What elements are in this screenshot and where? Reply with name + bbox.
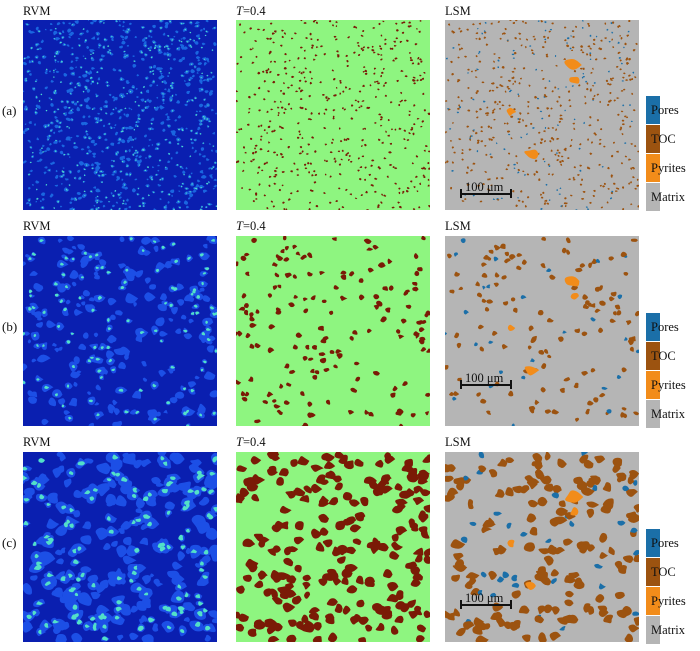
row-label-c: (c) [2,535,17,550]
scalebar-c: 100 μm [460,591,512,613]
threshold-symbol: T [236,435,243,449]
rvm-header-b: RVM [23,219,51,233]
threshold-value: =0.4 [242,435,266,449]
lsm-header-b: LSM [445,219,471,233]
threshold-header-a: T=0.4 [236,4,266,18]
threshold-image-a [236,20,430,210]
legend-swatch-toc [646,558,660,586]
texture-layer [23,452,217,642]
lsm-image-c [445,452,639,642]
legend-swatch-matrix [646,183,660,211]
legend-label-pyrites: Pyrites [651,378,686,392]
threshold-symbol: T [236,219,243,233]
scalebar-line [460,384,512,386]
scalebar-b: 100 μm [460,371,512,393]
threshold-value: =0.4 [242,4,266,18]
legend-swatch-toc [646,342,660,370]
lsm-image-b [445,236,639,426]
legend-label-matrix: Matrix [651,407,686,421]
rvm-image-a [23,20,217,210]
legend-label-pores: Pores [651,103,679,117]
legend-label-pores: Pores [651,320,679,334]
legend-label-pyrites: Pyrites [651,161,686,175]
lsm-header-a: LSM [445,4,471,18]
threshold-map-c [236,452,430,642]
scalebar-tick-right [510,189,512,198]
legend-label-toc: TOC [651,565,676,579]
threshold-image-c [236,452,430,642]
legend-swatch-toc [646,125,660,153]
scalebar-label: 100 μm [465,371,504,385]
legend-swatch-matrix [646,400,660,428]
texture-layer [445,20,639,210]
rvm-map-b [23,236,217,426]
legend-b: Pores TOC Pyrites Matrix [646,313,700,429]
rvm-map-c [23,452,217,642]
legend-a: Pores TOC Pyrites Matrix [646,96,700,212]
legend-label-matrix: Matrix [651,190,686,204]
texture-layer [236,236,430,426]
rvm-header-c: RVM [23,435,51,449]
lsm-map-b [445,236,639,426]
threshold-map-b [236,236,430,426]
legend-swatch-pores [646,96,660,124]
threshold-image-b [236,236,430,426]
threshold-header-c: T=0.4 [236,435,266,449]
legend-swatch-pyrites [646,154,660,182]
scalebar-line [460,193,512,195]
legend-swatch-pores [646,529,660,557]
legend-c: Pores TOC Pyrites Matrix [646,529,700,645]
lsm-map-a [445,20,639,210]
scalebar-label: 100 μm [465,591,504,605]
rvm-image-c [23,452,217,642]
legend-label-toc: TOC [651,132,676,146]
texture-layer [23,20,217,210]
legend-label-pyrites: Pyrites [651,594,686,608]
scalebar-tick-right [510,600,512,609]
row-label-a: (a) [2,103,17,118]
texture-layer [23,236,217,426]
legend-label-matrix: Matrix [651,623,686,637]
row-label-b: (b) [2,319,18,334]
scalebar-tick-left [460,189,462,198]
legend-swatch-pyrites [646,587,660,615]
rvm-header-a: RVM [23,4,51,18]
texture-layer [445,452,639,642]
rvm-map-a [23,20,217,210]
legend-swatch-pyrites [646,371,660,399]
threshold-value: =0.4 [242,219,266,233]
texture-layer [236,452,430,642]
scalebar-a: 100 μm [460,180,512,202]
scalebar-tick-left [460,600,462,609]
scalebar-tick-left [460,380,462,389]
rvm-image-b [23,236,217,426]
threshold-symbol: T [236,4,243,18]
threshold-header-b: T=0.4 [236,219,266,233]
legend-swatch-pores [646,313,660,341]
scalebar-line [460,604,512,606]
lsm-map-c [445,452,639,642]
threshold-map-a [236,20,430,210]
texture-layer [236,20,430,210]
lsm-header-c: LSM [445,435,471,449]
legend-swatch-matrix [646,616,660,644]
legend-label-pores: Pores [651,536,679,550]
scalebar-tick-right [510,380,512,389]
legend-label-toc: TOC [651,349,676,363]
texture-layer [445,236,639,426]
scalebar-label: 100 μm [465,180,504,194]
lsm-image-a [445,20,639,210]
